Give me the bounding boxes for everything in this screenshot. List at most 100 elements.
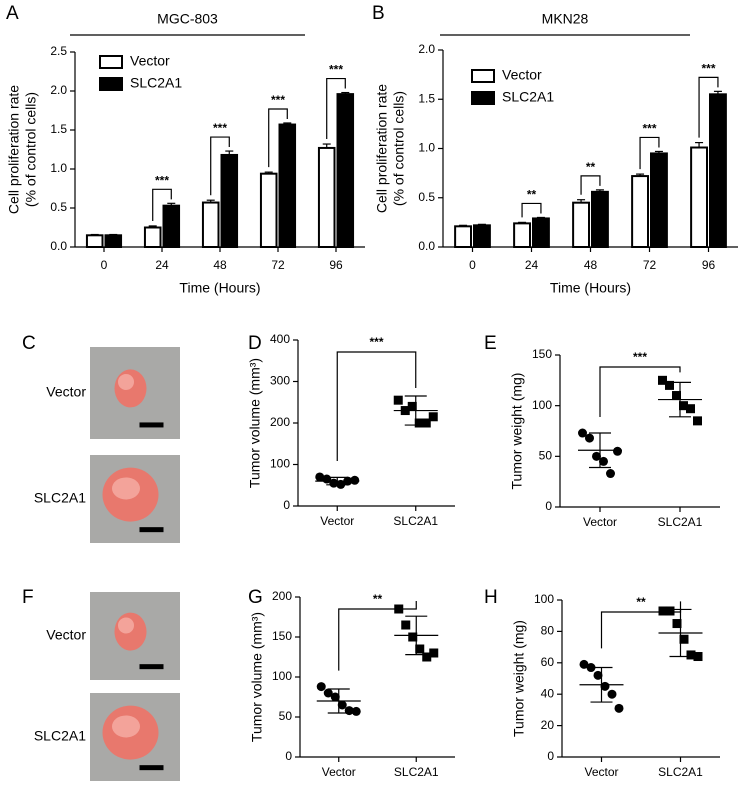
significance-bracket	[599, 366, 681, 418]
y-tick-label: 0.5	[50, 200, 67, 214]
legend-label: Vector	[502, 67, 542, 83]
x-tick-label: 48	[213, 258, 227, 272]
y-tick-label: 100	[272, 669, 292, 683]
significance-label: **	[373, 592, 383, 606]
point	[316, 682, 326, 692]
bar	[650, 152, 668, 248]
point	[613, 446, 622, 456]
y-tick-label: 0	[545, 499, 552, 513]
point	[578, 428, 587, 438]
significance-bracket	[336, 351, 417, 461]
point	[693, 416, 702, 426]
y-tick-label: 20	[541, 718, 555, 732]
bar	[259, 172, 278, 248]
significance-bracket	[326, 77, 346, 140]
point	[679, 401, 688, 411]
y-axis-label: Tumor volume (mm³)	[249, 612, 265, 742]
point	[330, 692, 340, 702]
chart-title: MKN28	[542, 11, 589, 27]
y-tick-label: 1.0	[50, 161, 67, 175]
x-tick-label: Vector	[584, 765, 618, 779]
legend-label: SLC2A1	[502, 89, 554, 105]
point	[672, 391, 681, 401]
y-tick-label: 100	[532, 398, 552, 412]
x-tick-label: 72	[271, 258, 285, 272]
significance-label: **	[586, 160, 596, 174]
bar	[513, 222, 531, 248]
image-label: Vector	[46, 384, 86, 400]
y-tick-label: 150	[532, 347, 552, 361]
x-tick-label: 24	[155, 258, 169, 272]
x-tick-label: 96	[702, 258, 716, 272]
y-tick-label: 150	[272, 629, 292, 643]
point	[315, 472, 325, 482]
bar	[201, 201, 220, 248]
chart-title: MGC-803	[157, 11, 218, 27]
point	[408, 632, 418, 642]
significance-bracket	[338, 601, 417, 671]
point	[401, 620, 411, 630]
bar	[631, 175, 649, 248]
significance-label: ***	[271, 93, 285, 107]
scale-bar	[139, 422, 164, 428]
x-tick-label: Vector	[322, 765, 356, 779]
scale-bar	[139, 765, 164, 771]
bar	[532, 217, 550, 248]
y-tick-label: 0	[285, 749, 292, 763]
point	[337, 700, 347, 710]
point	[686, 650, 696, 660]
y-tick-label: 0.0	[50, 239, 67, 253]
image-label: SLC2A1	[34, 490, 86, 506]
x-tick-label: 48	[584, 258, 598, 272]
scale-bar	[139, 527, 164, 533]
tumor-highlight	[112, 477, 140, 500]
x-tick-label: 72	[643, 258, 657, 272]
bar	[473, 224, 491, 249]
y-tick-label: 200	[270, 415, 290, 429]
x-tick-label: SLC2A1	[658, 515, 703, 529]
image-label: SLC2A1	[34, 728, 86, 744]
significance-label: ***	[633, 350, 647, 364]
significance-bracket	[600, 601, 682, 649]
y-axis-label: (% of control cells)	[391, 91, 407, 206]
significance-label: ***	[642, 122, 656, 136]
point	[606, 469, 615, 479]
image-label: Vector	[46, 627, 86, 643]
x-tick-label: SLC2A1	[394, 765, 439, 779]
significance-label: ***	[155, 173, 169, 187]
point	[579, 659, 589, 669]
bar	[336, 93, 355, 249]
y-tick-label: 1.5	[50, 122, 67, 136]
legend-label: SLC2A1	[130, 75, 182, 91]
point	[607, 689, 617, 699]
y-tick-label: 300	[270, 374, 290, 388]
significance-label: ***	[329, 63, 343, 77]
bar	[591, 190, 609, 248]
y-tick-label: 80	[541, 624, 555, 638]
point	[421, 418, 431, 428]
point	[350, 475, 360, 485]
tumor-highlight	[118, 617, 134, 634]
point	[323, 688, 333, 698]
y-tick-label: 2.5	[50, 44, 67, 58]
bar	[143, 226, 162, 248]
bar	[162, 204, 181, 249]
y-tick-label: 50	[539, 449, 553, 463]
panel-label: E	[484, 333, 497, 354]
point	[686, 404, 695, 414]
point	[679, 634, 689, 644]
y-axis-label: Tumor weight (mg)	[511, 620, 527, 737]
point	[658, 375, 667, 385]
significance-bracket	[580, 175, 601, 195]
point	[428, 412, 438, 422]
legend-swatch	[99, 77, 123, 91]
significance-label: **	[527, 188, 537, 202]
point	[393, 395, 403, 405]
y-tick-label: 40	[541, 686, 555, 700]
y-tick-label: 100	[534, 592, 554, 606]
bar	[104, 234, 123, 249]
y-tick-label: 400	[270, 332, 290, 346]
y-axis-label: Cell proliferation rate	[374, 84, 390, 213]
point	[614, 703, 624, 713]
